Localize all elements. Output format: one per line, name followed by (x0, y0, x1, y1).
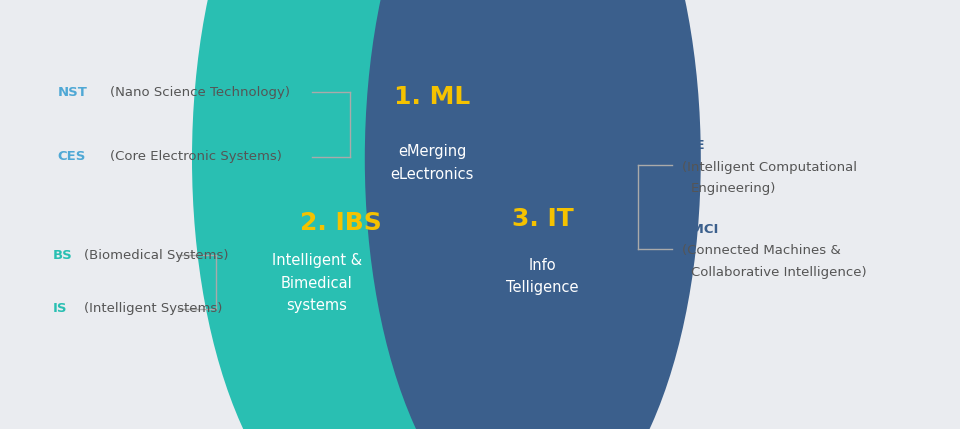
Text: NST: NST (58, 86, 87, 99)
Text: Info
Telligence: Info Telligence (506, 258, 579, 295)
Text: (Intelligent Systems): (Intelligent Systems) (84, 302, 223, 315)
Ellipse shape (365, 0, 701, 429)
Text: (Core Electronic Systems): (Core Electronic Systems) (110, 150, 282, 163)
Text: (Biomedical Systems): (Biomedical Systems) (84, 249, 229, 262)
Text: BS: BS (53, 249, 73, 262)
Ellipse shape (274, 0, 590, 429)
Text: eMerging
eLectronics: eMerging eLectronics (391, 145, 473, 181)
Text: (Intelligent Computational: (Intelligent Computational (682, 161, 856, 174)
Text: (Nano Science Technology): (Nano Science Technology) (110, 86, 290, 99)
Text: (Connected Machines &: (Connected Machines & (682, 245, 840, 257)
Text: 1. ML: 1. ML (394, 85, 470, 109)
Ellipse shape (192, 0, 528, 429)
Text: CMCI: CMCI (682, 223, 719, 236)
Text: CES: CES (58, 150, 86, 163)
Text: Collaborative Intelligence): Collaborative Intelligence) (691, 266, 867, 279)
Text: Intelligent &
Bimedical
systems: Intelligent & Bimedical systems (272, 254, 362, 313)
Text: IS: IS (53, 302, 67, 315)
Text: 2. IBS: 2. IBS (300, 211, 382, 235)
Text: Engineering): Engineering) (691, 182, 777, 195)
Text: 3. IT: 3. IT (512, 207, 573, 231)
Text: ICE: ICE (682, 139, 706, 152)
